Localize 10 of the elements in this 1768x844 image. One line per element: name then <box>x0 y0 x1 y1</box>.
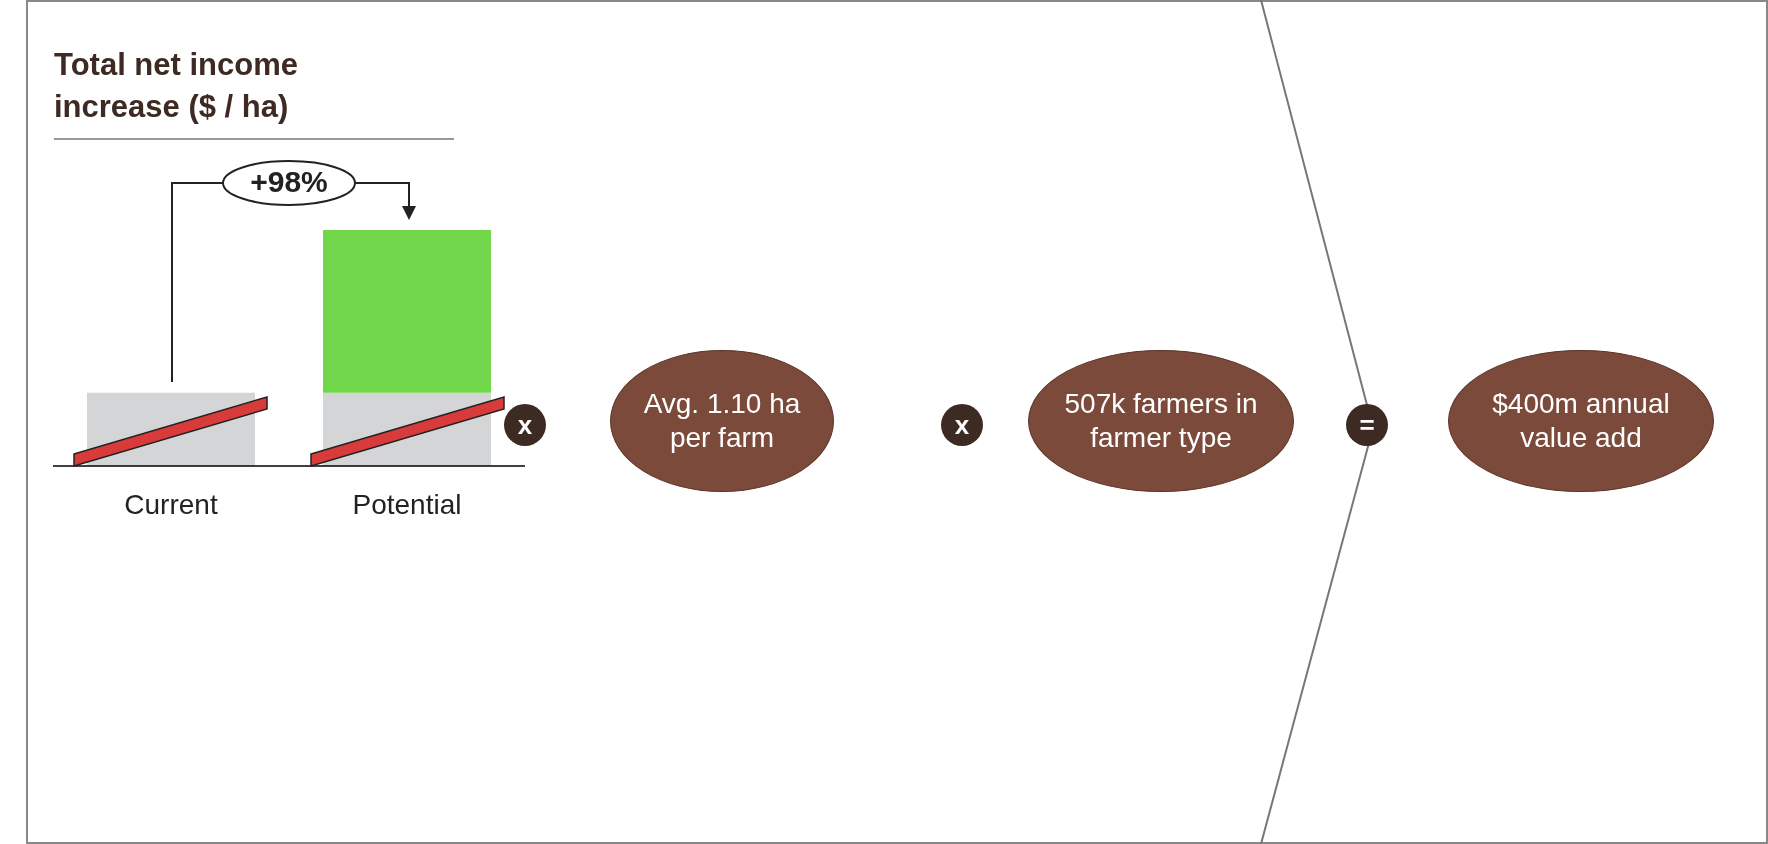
x-tick-label: Potential <box>352 488 462 520</box>
text: +98% <box>249 165 329 199</box>
text: $400m annual value add <box>1491 387 1671 455</box>
text: Avg. 1.10 ha per farm <box>642 387 802 455</box>
annotation: x <box>504 404 546 446</box>
chart-title: Total net income increase ($ / ha) <box>54 46 299 126</box>
text: 507k farmers in farmer type <box>1063 387 1259 455</box>
x-tick-label: Current <box>124 488 218 520</box>
text: x <box>941 404 983 446</box>
text: = <box>1346 404 1388 446</box>
